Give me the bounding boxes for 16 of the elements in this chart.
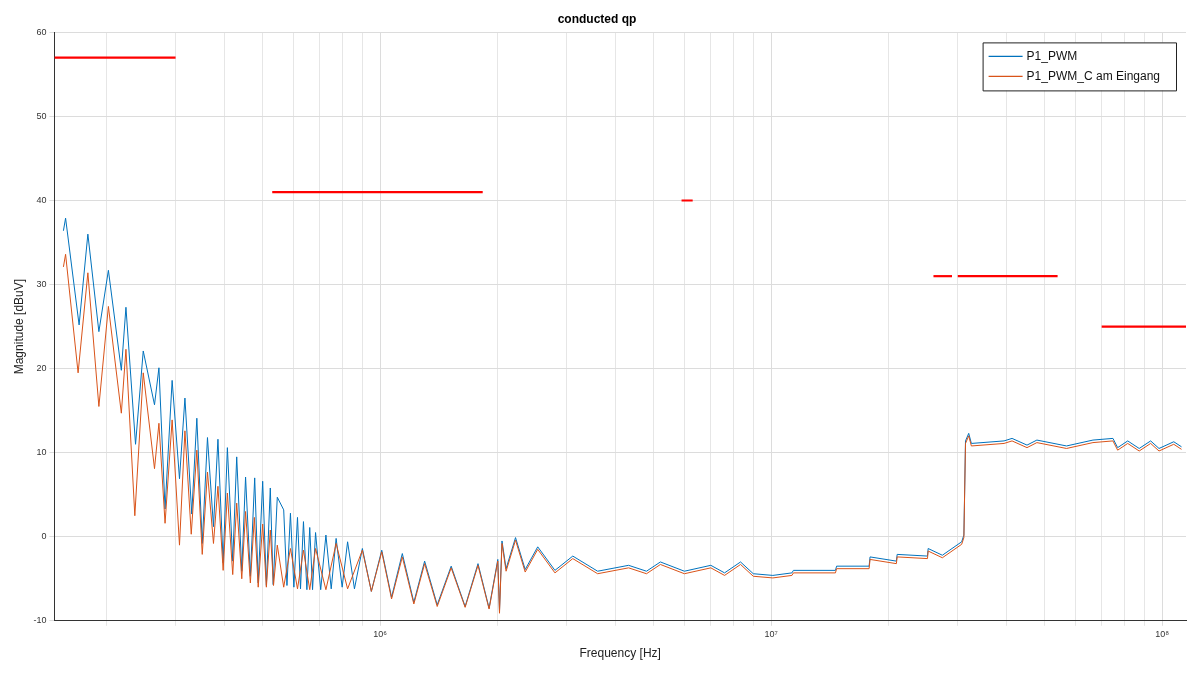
chart-title: conducted qp <box>557 11 637 26</box>
legend-label: P1_PWM <box>1026 48 1078 63</box>
x-tick-label: 10⁷ <box>764 628 778 639</box>
y-tick-label: -10 <box>33 615 47 626</box>
y-tick-label: 10 <box>36 447 47 458</box>
y-tick-label: 50 <box>36 110 47 121</box>
y-tick-label: 40 <box>36 195 47 205</box>
legend-label: P1_PWM_C am Eingang <box>1026 68 1161 83</box>
y-tick-label: 20 <box>36 363 47 374</box>
y-axis-title: Magnitude [dBuV] <box>11 278 26 375</box>
x-tick-label: 10⁶ <box>373 628 388 639</box>
x-axis-title: Frequency [Hz] <box>579 646 661 661</box>
y-tick-label: 30 <box>36 279 47 290</box>
y-tick-label: 0 <box>41 531 47 542</box>
x-tick-label: 10⁸ <box>1155 628 1170 639</box>
y-tick-label: 60 <box>36 26 47 37</box>
